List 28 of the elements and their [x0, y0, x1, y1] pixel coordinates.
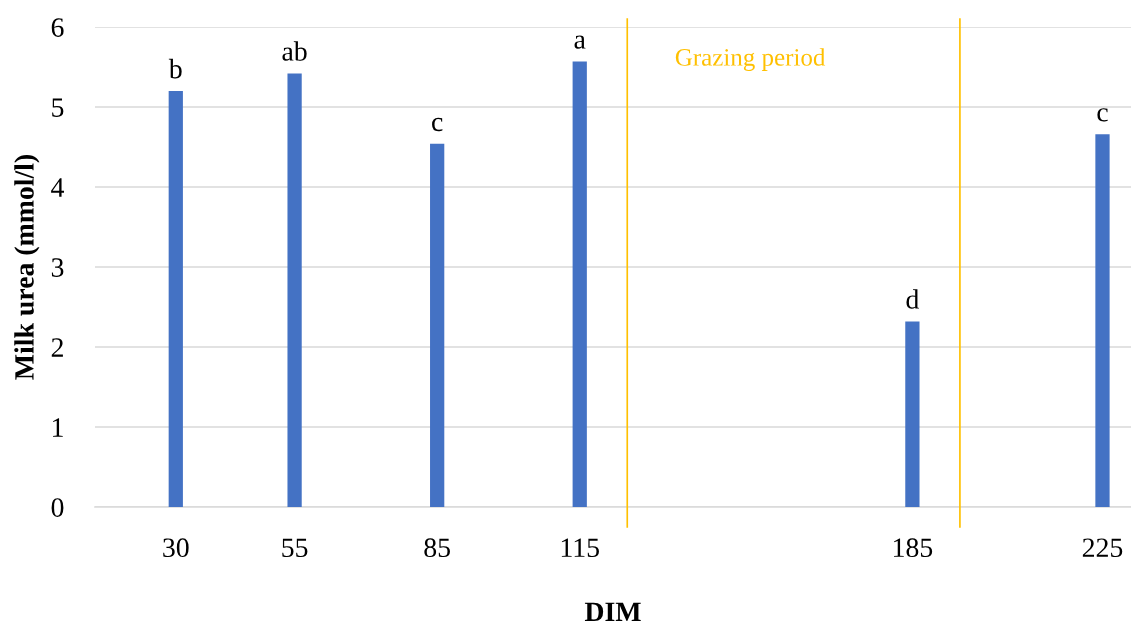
bar	[168, 91, 183, 507]
annotation: c	[432, 117, 443, 132]
annotation: b	[168, 58, 182, 79]
y-tick-label: 4	[51, 178, 65, 197]
bar	[430, 143, 445, 507]
annotation: ab	[282, 41, 307, 61]
x-axis-title: DIM	[584, 602, 641, 621]
bar	[572, 61, 587, 507]
y-axis-title: Milk urea (mmol/l)	[14, 155, 40, 380]
x-tick-label: 185	[894, 538, 933, 558]
y-tick-label: 5	[52, 98, 64, 117]
x-tick-label: 30	[163, 538, 189, 558]
bar	[1095, 134, 1110, 507]
bar	[905, 321, 920, 507]
annotation: c	[1097, 108, 1108, 122]
annotation: a	[574, 35, 586, 49]
y-tick-label: 1	[53, 418, 63, 437]
y-tick-label: 6	[51, 18, 64, 37]
x-tick-label: 115	[561, 538, 599, 558]
x-tick-label: 85	[424, 538, 450, 558]
y-tick-label: 2	[51, 338, 63, 357]
y-tick-label: 0	[51, 498, 64, 517]
annotation: d	[906, 289, 919, 309]
y-tick-label: 3	[51, 258, 64, 277]
bar	[287, 73, 302, 507]
x-tick-label: 55	[282, 538, 308, 558]
x-tick-label: 225	[1082, 538, 1123, 558]
ref-line-label: Grazing period	[675, 48, 826, 71]
